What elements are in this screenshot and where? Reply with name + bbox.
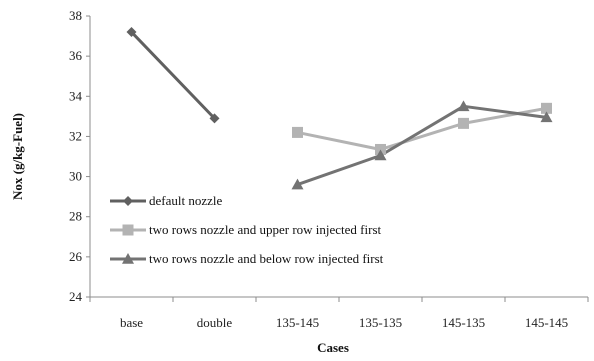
data-point-series-3	[540, 111, 553, 123]
x-tick-label: base	[120, 315, 143, 330]
x-tick-label: double	[197, 315, 233, 330]
series-line-1	[130, 31, 216, 120]
x-tick-label: 145-135	[442, 315, 485, 330]
data-point-series-3	[374, 149, 387, 161]
y-tick-label: 26	[69, 249, 83, 264]
data-point-series-2	[375, 143, 386, 155]
legend-marker-3	[122, 253, 134, 264]
data-point-series-3	[457, 100, 470, 112]
data-point-series-2	[458, 117, 469, 129]
x-ticks: base double 135-145 135-135 145-135 145-145	[89, 297, 589, 330]
legend-label-3: two rows nozzle and below row injected f…	[149, 251, 384, 266]
x-tick-label: 145-145	[525, 315, 568, 330]
legend-label-2: two rows nozzle and upper row injected f…	[149, 222, 382, 237]
x-tick-label: 135-145	[276, 315, 319, 330]
data-point-series-1	[209, 113, 220, 124]
y-tick-label: 38	[69, 8, 82, 23]
legend-marker-2	[122, 224, 134, 236]
series-line-3	[297, 104, 547, 187]
y-tick-label: 34	[69, 88, 83, 103]
series-markers	[126, 27, 553, 190]
data-point-series-2	[292, 126, 303, 138]
x-tick-label: 135-135	[359, 315, 402, 330]
y-axis-title: Nox (g/kg-Fuel)	[10, 113, 25, 200]
series-line-2	[297, 106, 547, 151]
legend: default nozzle two rows nozzle and upper …	[110, 193, 384, 266]
data-point-series-2	[541, 102, 552, 114]
y-tick-label: 28	[69, 209, 82, 224]
legend-marker-1	[123, 196, 133, 206]
y-ticks: 24 26 28 30 32 34 36 38	[69, 8, 90, 304]
data-point-series-1	[126, 27, 137, 38]
y-tick-label: 32	[69, 128, 82, 143]
series-lines	[130, 31, 547, 187]
y-tick-label: 36	[69, 48, 83, 63]
legend-label-1: default nozzle	[149, 193, 222, 208]
x-axis-title: Cases	[317, 340, 349, 355]
data-point-series-3	[291, 178, 304, 190]
y-tick-label: 24	[69, 289, 83, 304]
y-tick-label: 30	[69, 169, 82, 184]
